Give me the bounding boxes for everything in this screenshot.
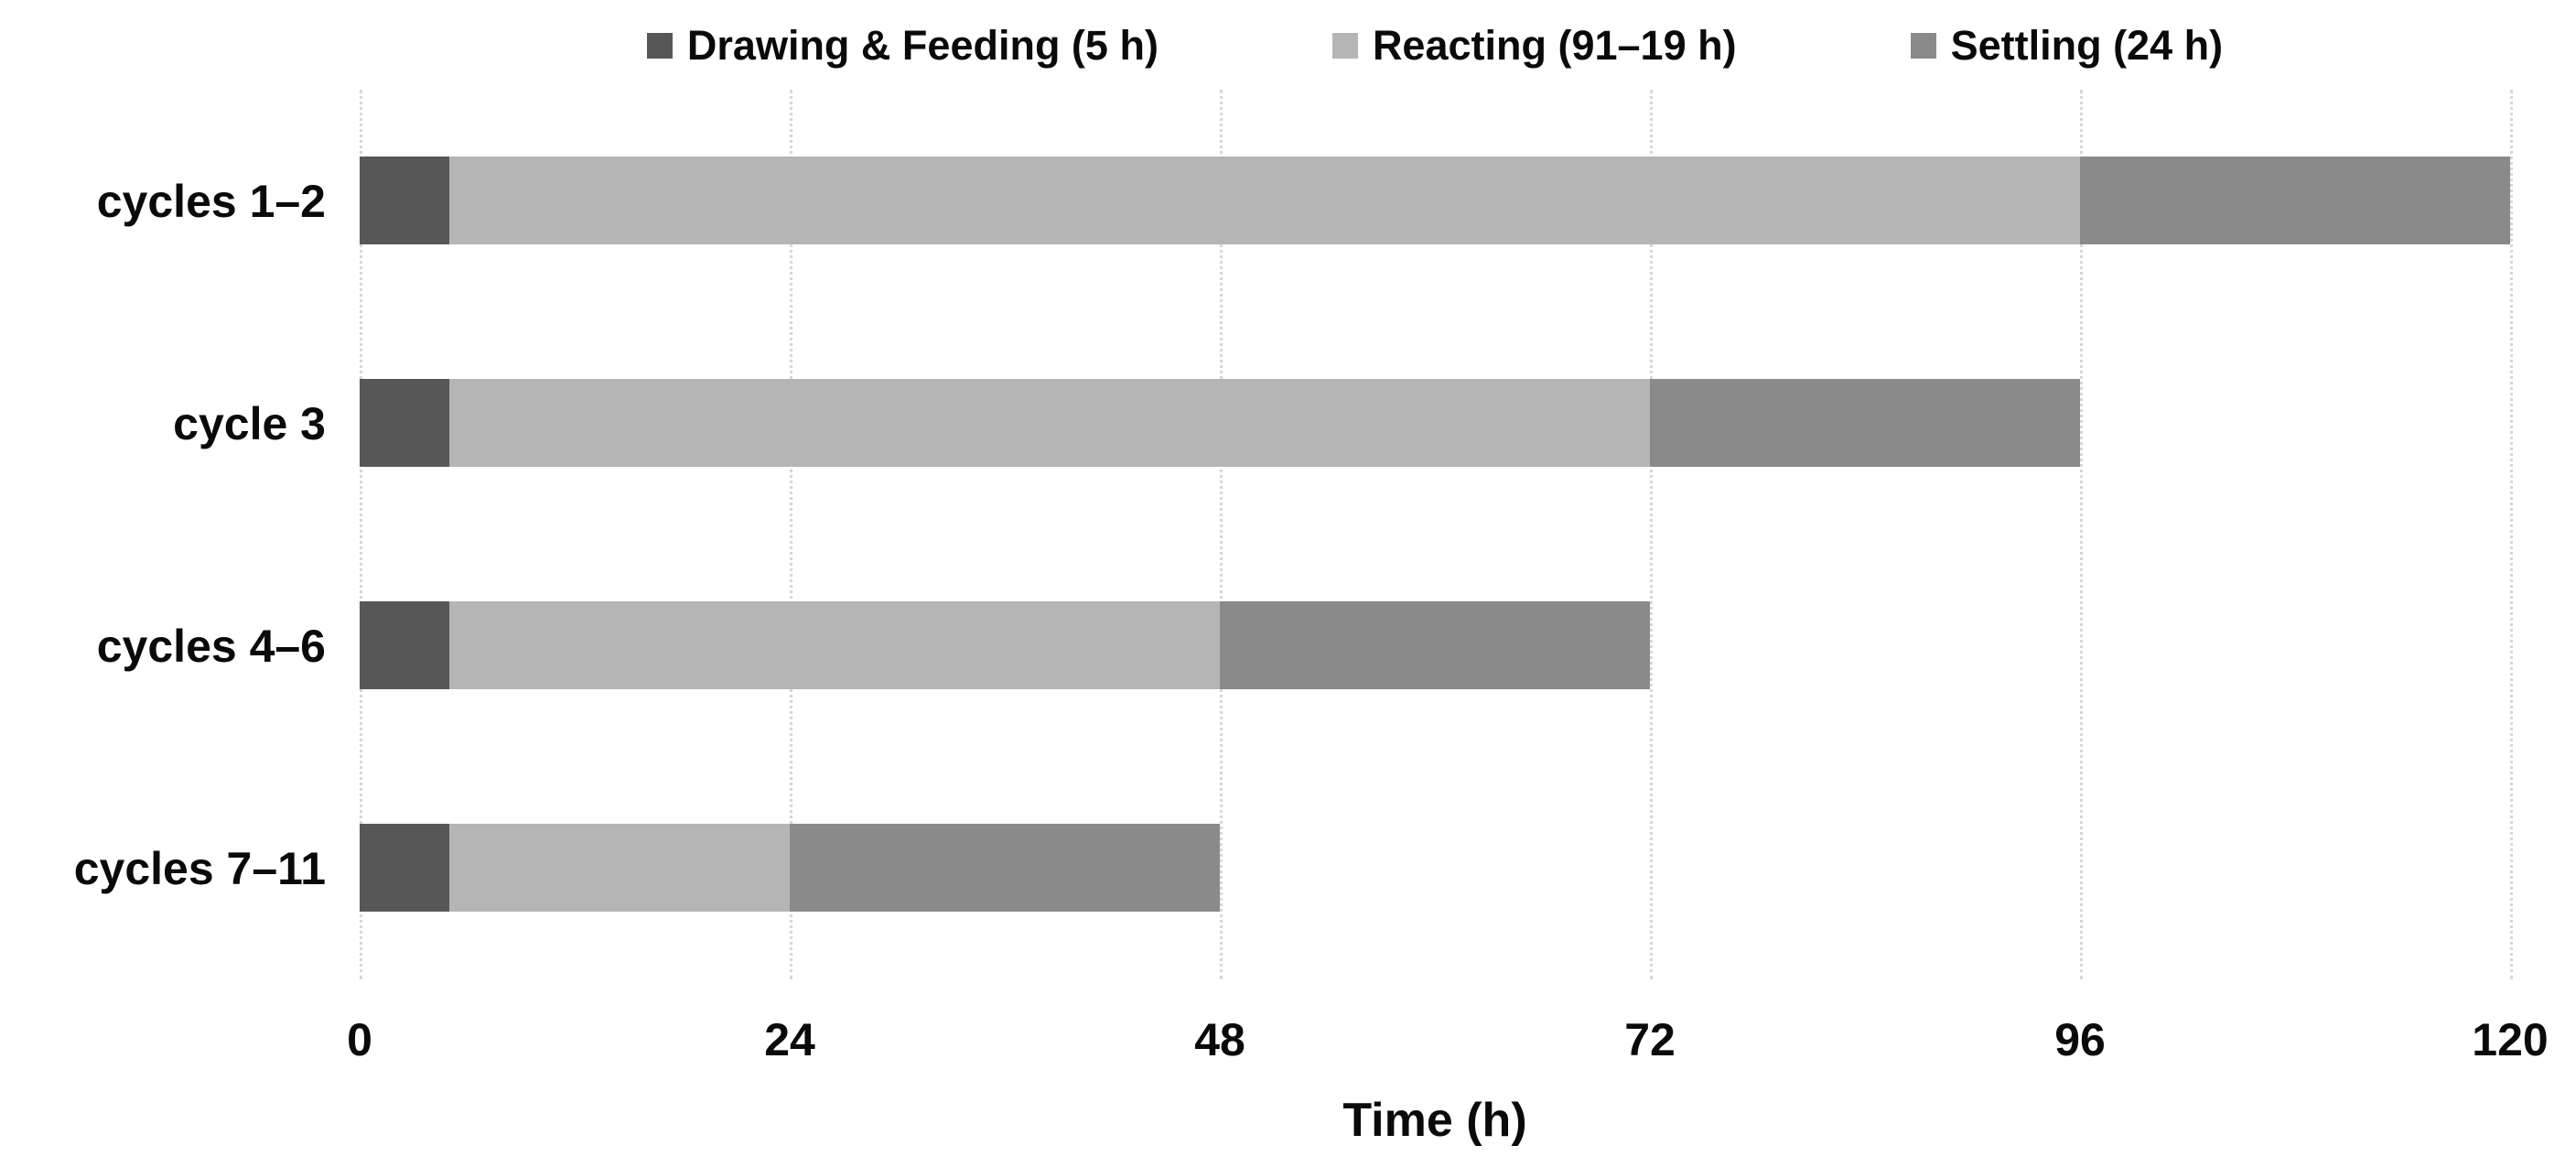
gridline-x-0: [360, 90, 362, 979]
plot-area: [360, 90, 2513, 979]
bar-segment-settling-row-2: [1220, 601, 1650, 689]
x-tick-label-48: 48: [1194, 1014, 1245, 1065]
category-label-cycle-3: cycle 3: [173, 397, 326, 449]
x-axis: 0 24 48 72 96 120: [347, 1014, 2549, 1065]
bar-segment-drawing-row-1: [360, 379, 449, 467]
bar-segment-reacting-row-1: [448, 379, 1650, 467]
bar-segment-reacting-row-0: [448, 157, 2080, 244]
x-tick-label-120: 120: [2472, 1014, 2549, 1065]
x-tick-label-24: 24: [764, 1014, 815, 1065]
category-label-cycles-1-2: cycles 1–2: [96, 175, 326, 227]
legend: Drawing & Feeding (5 h) Reacting (91–19 …: [360, 20, 2510, 71]
legend-item-reacting: Reacting (91–19 h): [1331, 20, 1737, 71]
bar-segment-settling-row-0: [2080, 157, 2510, 244]
gridline-x-72: [1650, 90, 1653, 979]
x-tick-label-72: 72: [1624, 1014, 1676, 1065]
legend-item-drawing-feeding: Drawing & Feeding (5 h): [646, 20, 1159, 71]
bar-segment-settling-row-3: [790, 824, 1220, 912]
legend-swatch-drawing-feeding-icon: [646, 33, 673, 59]
bar-segment-settling-row-1: [1650, 379, 2080, 467]
bar-segment-reacting-row-3: [448, 824, 790, 912]
x-tick-label-96: 96: [2054, 1014, 2106, 1065]
legend-label-settling: Settling (24 h): [1950, 22, 2224, 69]
x-axis-title: Time (h): [1342, 1094, 1527, 1147]
gridline-x-96: [2080, 90, 2083, 979]
legend-label-reacting: Reacting (91–19 h): [1372, 22, 1737, 69]
category-label-cycles-7-11: cycles 7–11: [73, 842, 326, 894]
bar-segment-drawing-row-2: [360, 601, 449, 689]
gridline-x-120: [2510, 90, 2513, 979]
bar-segment-reacting-row-2: [448, 601, 1220, 689]
gridline-x-48: [1220, 90, 1223, 979]
y-axis-category-labels: cycles 1–2 cycle 3 cycles 4–6 cycles 7–1…: [0, 90, 326, 979]
legend-label-drawing-feeding: Drawing & Feeding (5 h): [686, 22, 1159, 69]
bar-segment-drawing-row-3: [360, 824, 449, 912]
category-label-cycles-4-6: cycles 4–6: [96, 620, 326, 672]
legend-swatch-reacting-icon: [1331, 33, 1358, 59]
gridline-x-24: [790, 90, 792, 979]
legend-swatch-settling-icon: [1910, 33, 1936, 59]
legend-item-settling: Settling (24 h): [1910, 20, 2224, 71]
x-tick-label-0: 0: [347, 1014, 372, 1065]
bar-segment-drawing-row-0: [360, 157, 449, 244]
